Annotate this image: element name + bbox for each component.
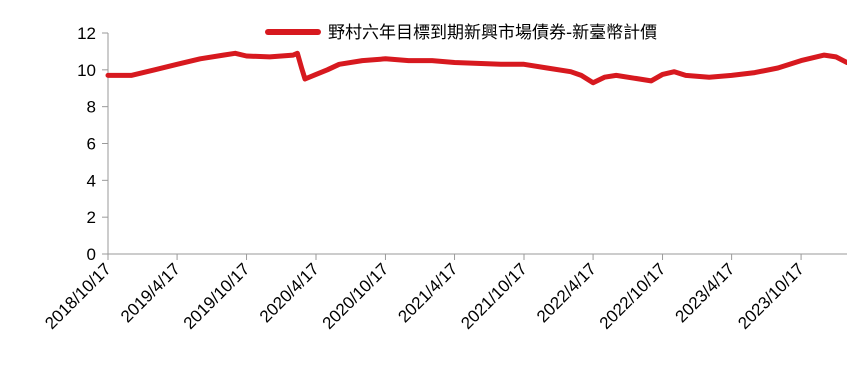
y-axis: 0 2 4 6 8 10 12 xyxy=(77,24,109,264)
x-tick-label: 2022/4/17 xyxy=(533,259,600,326)
x-tick-label: 2020/10/17 xyxy=(319,259,393,333)
y-tick-label: 12 xyxy=(77,24,96,43)
y-tick-label: 0 xyxy=(87,245,96,264)
x-tick-label: 2018/10/17 xyxy=(41,259,115,333)
x-tick-label: 2019/10/17 xyxy=(180,259,254,333)
series-layer xyxy=(105,50,847,86)
x-tick-label: 2023/4/17 xyxy=(672,259,739,326)
legend: 野村六年目標到期新興市場債券-新臺幣計價 xyxy=(265,23,657,43)
x-tick-label: 2022/10/17 xyxy=(596,259,670,333)
x-tick-label: 2021/10/17 xyxy=(457,259,531,333)
x-tick-label: 2019/4/17 xyxy=(117,259,184,326)
y-tick-label: 2 xyxy=(87,208,96,227)
x-tick-label: 2020/4/17 xyxy=(256,259,323,326)
series-line xyxy=(105,50,847,86)
legend-label: 野村六年目標到期新興市場債券-新臺幣計價 xyxy=(328,23,657,43)
y-tick-label: 8 xyxy=(87,98,96,117)
y-tick-label: 4 xyxy=(87,171,96,190)
y-tick-label: 6 xyxy=(87,135,96,154)
y-tick-label: 10 xyxy=(77,61,96,80)
x-tick-label: 2021/4/17 xyxy=(394,259,461,326)
x-tick-label: 2023/10/17 xyxy=(734,259,808,333)
